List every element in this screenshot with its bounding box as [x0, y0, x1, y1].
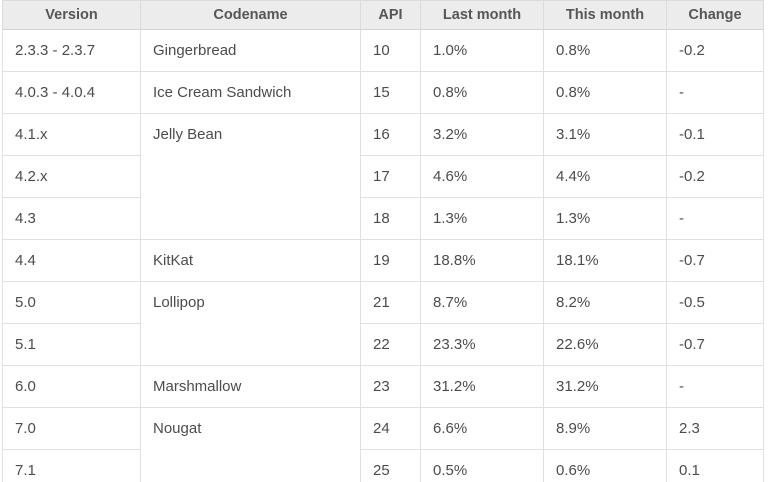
change-cell: -0.1 [666, 113, 764, 156]
version-cell: 5.1 [2, 323, 141, 366]
change-cell: -0.7 [666, 323, 764, 366]
api-cell: 18 [360, 197, 421, 240]
change-cell: 2.3 [666, 407, 764, 450]
last-month-cell: 6.6% [420, 407, 544, 450]
codename-cell: Gingerbread [140, 29, 361, 72]
last-month-cell: 8.7% [420, 281, 544, 324]
version-cell: 4.2.x [2, 155, 141, 198]
api-cell: 17 [360, 155, 421, 198]
change-cell: -0.2 [666, 29, 764, 72]
codename-cell: Ice Cream Sandwich [140, 71, 361, 114]
last-month-cell: 0.5% [420, 449, 544, 482]
version-cell: 7.1 [2, 449, 141, 482]
codename-cell: Lollipop [140, 281, 361, 366]
change-cell: - [666, 197, 764, 240]
api-cell: 23 [360, 365, 421, 408]
table-row: 4.1.x Jelly Bean 16 3.2% 3.1% -0.1 [2, 113, 764, 240]
this-month-cell: 0.8% [543, 29, 667, 72]
version-cell: 4.4 [2, 239, 141, 282]
this-month-cell: 8.2% [543, 281, 667, 324]
col-header-api: API [360, 0, 421, 30]
this-month-cell: 31.2% [543, 365, 667, 408]
change-cell: - [666, 365, 764, 408]
change-cell: -0.2 [666, 155, 764, 198]
api-cell: 22 [360, 323, 421, 366]
change-cell: 0.1 [666, 449, 764, 482]
table-row: 6.0 Marshmallow 23 31.2% 31.2% - [2, 365, 764, 408]
table-row: 7.0 Nougat 24 6.6% 8.9% 2.3 [2, 407, 764, 482]
api-cell: 19 [360, 239, 421, 282]
last-month-cell: 23.3% [420, 323, 544, 366]
table-row: 4.3 18 1.3% 1.3% - [2, 197, 764, 240]
table-row: 7.1 25 0.5% 0.6% 0.1 [2, 449, 764, 482]
this-month-cell: 1.3% [543, 197, 667, 240]
this-month-cell: 18.1% [543, 239, 667, 282]
version-cell: 4.3 [2, 197, 141, 240]
version-cell: 5.0 [2, 281, 141, 324]
table-row: 4.0.3 - 4.0.4 Ice Cream Sandwich 15 0.8%… [2, 71, 764, 114]
col-header-codename: Codename [140, 0, 361, 30]
last-month-cell: 18.8% [420, 239, 544, 282]
last-month-cell: 1.3% [420, 197, 544, 240]
version-cell: 2.3.3 - 2.3.7 [2, 29, 141, 72]
last-month-cell: 1.0% [420, 29, 544, 72]
col-header-version: Version [2, 0, 141, 30]
this-month-cell: 0.6% [543, 449, 667, 482]
this-month-cell: 8.9% [543, 407, 667, 450]
version-cell: 4.0.3 - 4.0.4 [2, 71, 141, 114]
change-cell: - [666, 71, 764, 114]
codename-cell: Marshmallow [140, 365, 361, 408]
last-month-cell: 4.6% [420, 155, 544, 198]
table-row: 5.1 22 23.3% 22.6% -0.7 [2, 323, 764, 366]
this-month-cell: 22.6% [543, 323, 667, 366]
header-row: Version Codename API Last month This mon… [2, 0, 764, 30]
table-row: 4.4 KitKat 19 18.8% 18.1% -0.7 [2, 239, 764, 282]
col-header-this-month: This month [543, 0, 667, 30]
version-cell: 4.1.x [2, 113, 141, 156]
table-row: 5.0 Lollipop 21 8.7% 8.2% -0.5 [2, 281, 764, 366]
table-row: 4.2.x 17 4.6% 4.4% -0.2 [2, 155, 764, 198]
api-cell: 16 [360, 113, 421, 156]
table-row: 2.3.3 - 2.3.7 Gingerbread 10 1.0% 0.8% -… [2, 29, 764, 72]
last-month-cell: 31.2% [420, 365, 544, 408]
last-month-cell: 0.8% [420, 71, 544, 114]
change-cell: -0.7 [666, 239, 764, 282]
this-month-cell: 3.1% [543, 113, 667, 156]
this-month-cell: 0.8% [543, 71, 667, 114]
this-month-cell: 4.4% [543, 155, 667, 198]
version-cell: 6.0 [2, 365, 141, 408]
version-cell: 7.0 [2, 407, 141, 450]
change-cell: -0.5 [666, 281, 764, 324]
codename-cell: Jelly Bean [140, 113, 361, 240]
last-month-cell: 3.2% [420, 113, 544, 156]
api-cell: 24 [360, 407, 421, 450]
codename-cell: KitKat [140, 239, 361, 282]
api-cell: 25 [360, 449, 421, 482]
codename-cell: Nougat [140, 407, 361, 482]
col-header-change: Change [666, 0, 764, 30]
col-header-last-month: Last month [420, 0, 544, 30]
api-cell: 10 [360, 29, 421, 72]
api-cell: 21 [360, 281, 421, 324]
api-cell: 15 [360, 71, 421, 114]
